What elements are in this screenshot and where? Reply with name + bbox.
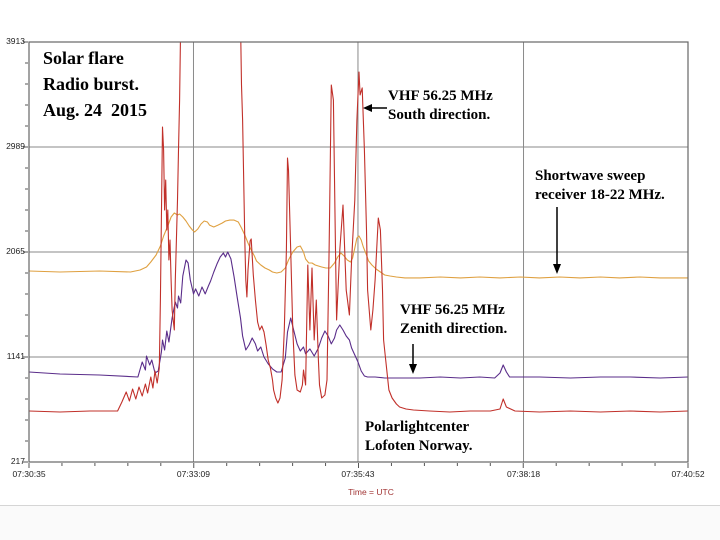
x-tick-label: 07:30:35: [12, 469, 46, 479]
x-tick-label: 07:35:43: [341, 469, 375, 479]
annotation-zenith: VHF 56.25 MHz Zenith direction.: [400, 302, 508, 337]
x-tick-label: 07:40:52: [671, 469, 705, 479]
chart-title: Solar flare Radio burst. Aug. 24 2015: [43, 48, 148, 120]
plot-frame: [28, 41, 689, 463]
shortwave-annotation-arrow: [553, 207, 561, 274]
y-tick-label: 3913: [6, 36, 25, 46]
zenith-annotation-arrow: [409, 344, 417, 374]
x-tick-label: 07:38:18: [506, 469, 541, 479]
x-axis-title: Time = UTC: [348, 487, 394, 497]
x-tick-label: 07:33:09: [176, 469, 211, 479]
series-zenith: [29, 251, 688, 379]
annotation-south: VHF 56.25 MHz South direction.: [388, 88, 493, 123]
y-tick-label: 1141: [6, 351, 25, 361]
series-south: [29, 42, 688, 413]
y-tick-label: 2989: [6, 141, 25, 151]
series-shortwave: [29, 212, 688, 279]
annotation-shortwave: Shortwave sweep receiver 18-22 MHz.: [535, 168, 665, 203]
annotation-credit: Polarlightcenter Lofoten Norway.: [365, 419, 473, 454]
south-annotation-arrow: [363, 104, 387, 112]
y-tick-label: 2065: [6, 246, 25, 256]
y-tick-label: 217: [10, 456, 25, 466]
slide-bottom-margin: [0, 505, 720, 540]
